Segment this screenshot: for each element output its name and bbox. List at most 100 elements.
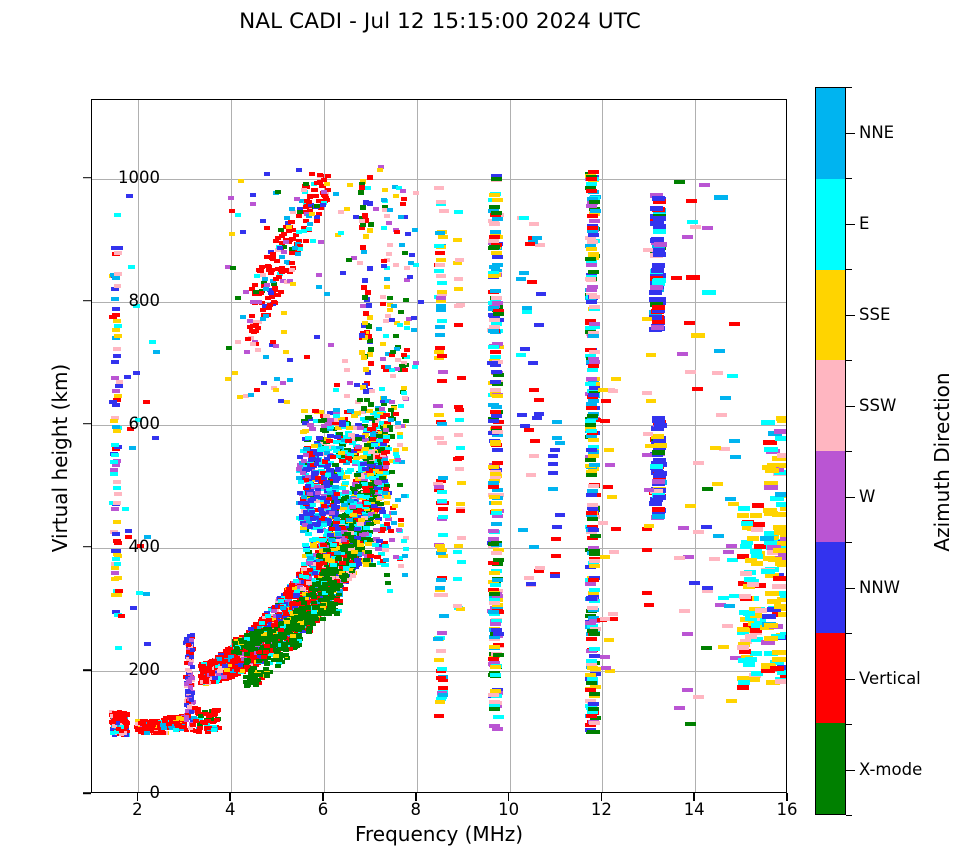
echo-point: [587, 484, 599, 489]
echo-point: [326, 425, 334, 430]
echo-point: [586, 629, 598, 634]
echo-point: [345, 438, 353, 443]
echo-point: [313, 574, 320, 579]
echo-point: [436, 280, 447, 285]
echo-point: [317, 172, 324, 177]
echo-point: [392, 333, 399, 338]
echo-point: [302, 597, 309, 602]
echo-point: [306, 568, 313, 573]
echo-point: [437, 499, 448, 504]
echo-point: [585, 422, 596, 427]
echo-point: [307, 524, 314, 529]
echo-point: [330, 571, 337, 576]
echo-point: [588, 304, 600, 309]
echo-point: [516, 352, 527, 357]
echo-point: [351, 460, 359, 465]
echo-point: [360, 527, 367, 532]
echo-point: [589, 219, 601, 224]
echo-point: [534, 397, 545, 402]
echo-point: [305, 415, 313, 420]
echo-point: [398, 518, 405, 523]
echo-point: [305, 561, 313, 566]
echo-point: [271, 285, 278, 290]
echo-point: [389, 399, 396, 404]
echo-point: [187, 725, 193, 730]
echo-point: [453, 550, 463, 555]
echo-point: [585, 620, 597, 625]
echo-point: [310, 566, 317, 571]
echo-point: [528, 222, 539, 227]
echo-point: [324, 573, 331, 578]
echo-point: [598, 520, 609, 525]
echo-point: [339, 560, 346, 565]
echo-point: [383, 333, 390, 338]
echo-point: [585, 428, 597, 433]
echo-point: [340, 271, 347, 276]
echo-point: [230, 650, 237, 655]
echo-point: [488, 273, 500, 278]
echo-point: [353, 517, 360, 522]
echo-point: [366, 201, 373, 207]
echo-point: [316, 528, 323, 533]
echo-point: [384, 277, 391, 282]
echo-point: [258, 620, 265, 625]
echo-point: [344, 367, 351, 372]
echo-point: [365, 303, 372, 309]
echo-point: [492, 632, 504, 636]
echo-point: [332, 569, 339, 574]
echo-point: [240, 648, 247, 653]
echo-point: [349, 538, 357, 543]
echo-point: [393, 193, 400, 198]
echo-point: [456, 502, 466, 507]
echo-point: [286, 357, 293, 362]
echo-point: [600, 555, 611, 560]
echo-point: [436, 307, 447, 312]
echo-point: [362, 557, 370, 562]
echo-point: [390, 373, 397, 378]
echo-point: [436, 666, 447, 671]
echo-point: [380, 455, 388, 460]
echo-point: [356, 398, 363, 403]
echo-point: [305, 199, 312, 204]
echo-point: [355, 530, 363, 535]
echo-point: [263, 626, 270, 631]
echo-point: [412, 227, 419, 232]
echo-point: [309, 612, 316, 617]
echo-point: [333, 408, 341, 413]
echo-point: [523, 576, 534, 580]
echo-point: [290, 585, 297, 590]
echo-point: [304, 586, 311, 591]
echo-point: [489, 193, 501, 198]
echo-point: [123, 374, 131, 379]
echo-point: [325, 439, 333, 444]
echo-point: [338, 514, 345, 519]
echo-point: [336, 601, 343, 606]
echo-point: [186, 659, 192, 664]
echo-point: [331, 579, 338, 584]
echo-point: [527, 361, 538, 366]
echo-point: [288, 206, 295, 211]
echo-point: [338, 574, 345, 579]
echo-point: [261, 654, 268, 659]
echo-point: [491, 414, 503, 419]
echo-point: [353, 214, 360, 219]
echo-point: [381, 547, 389, 552]
echo-point: [208, 671, 215, 676]
echo-point: [225, 345, 232, 350]
echo-point: [318, 537, 326, 542]
echo-point: [302, 548, 310, 553]
echo-point: [322, 577, 329, 582]
echo-point: [320, 556, 328, 561]
echo-point: [603, 638, 614, 643]
echo-point: [353, 527, 361, 532]
echo-point: [346, 567, 353, 572]
echo-point: [434, 325, 445, 330]
echo-point: [357, 426, 365, 431]
plot-area[interactable]: [91, 99, 787, 793]
echo-point: [329, 543, 337, 548]
echo-point: [249, 630, 256, 635]
echo-point: [337, 598, 344, 603]
echo-point: [112, 733, 118, 738]
echo-point: [586, 181, 598, 186]
echo-point: [265, 264, 272, 269]
